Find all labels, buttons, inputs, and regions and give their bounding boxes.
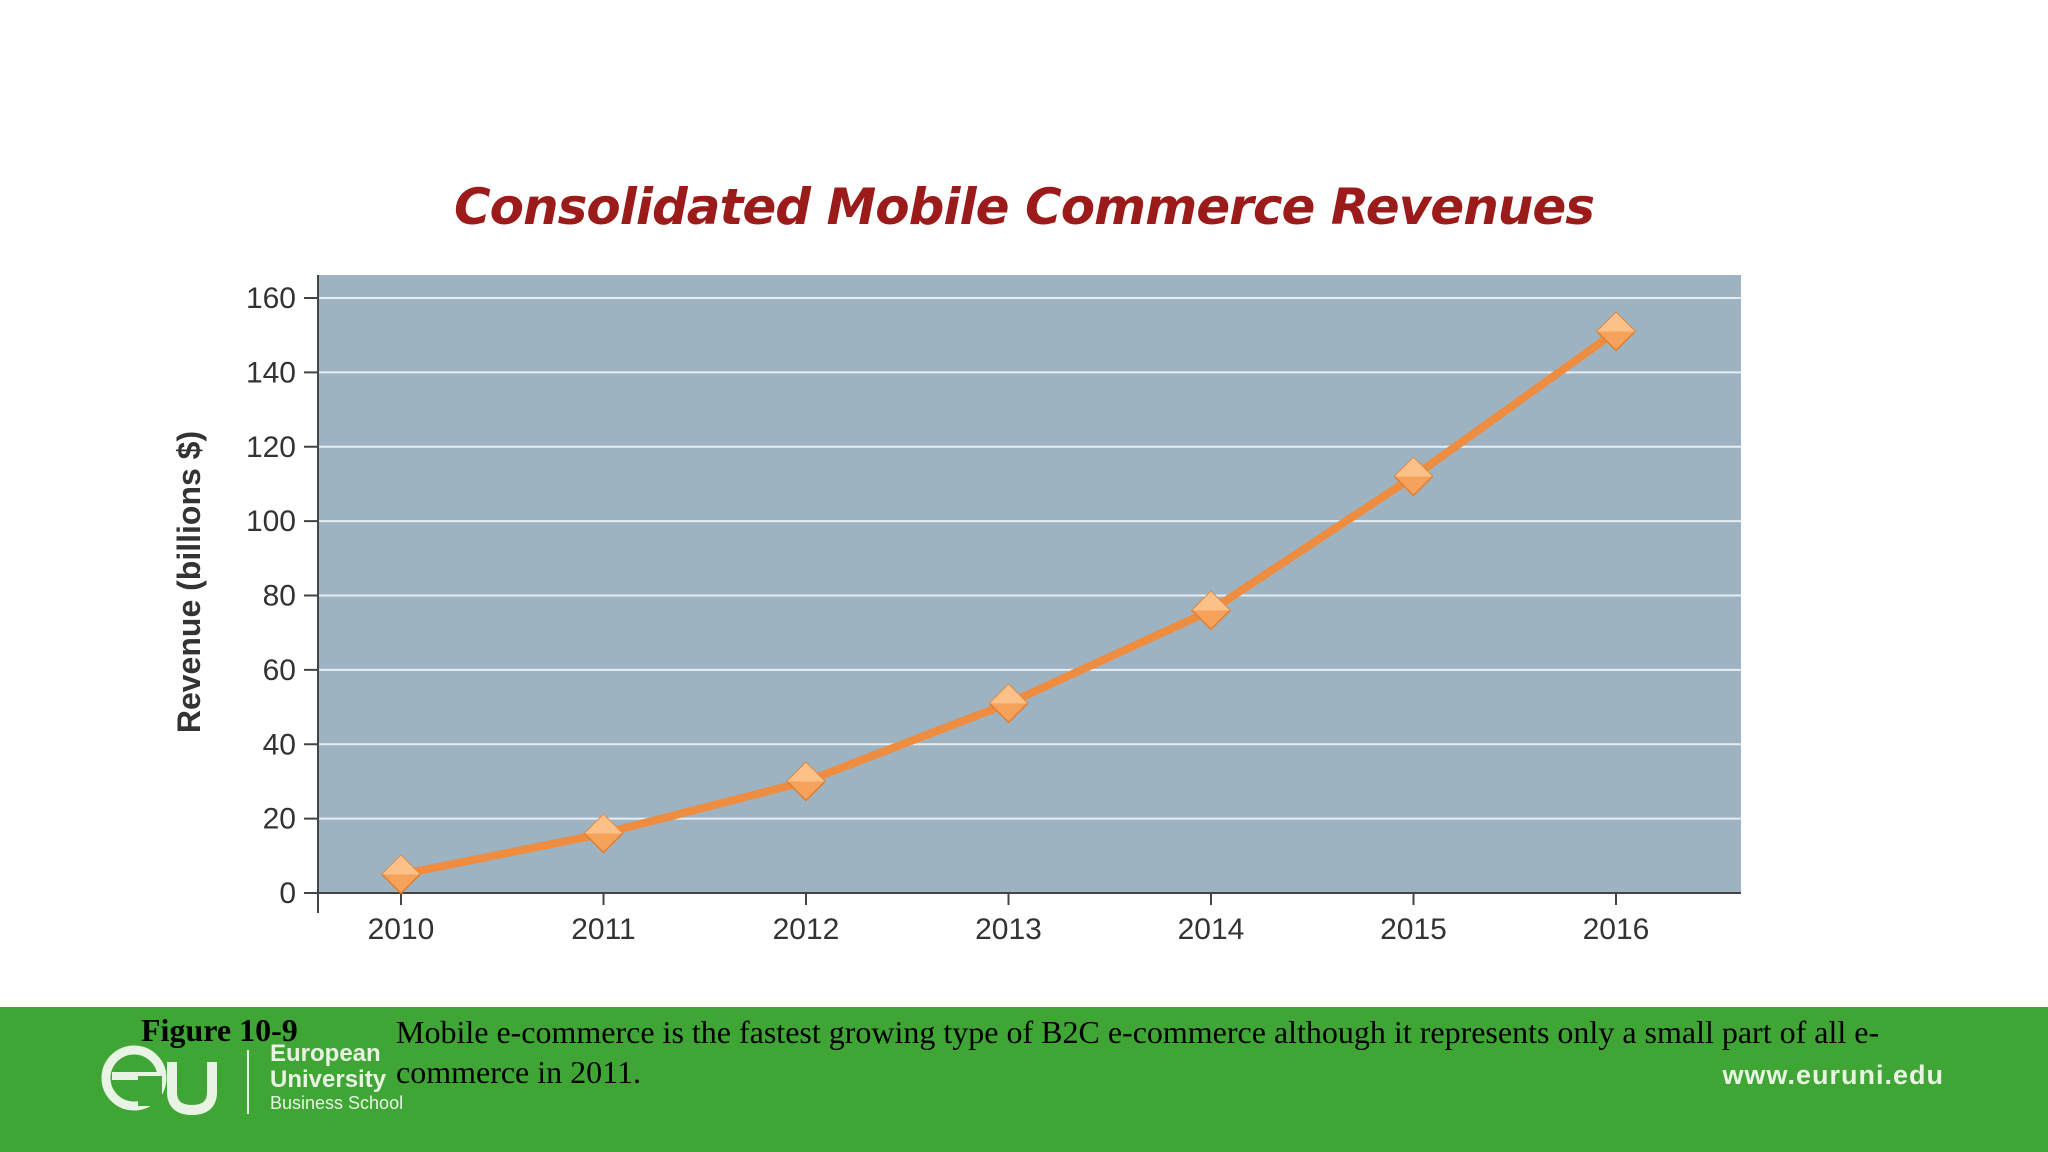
x-tick-label: 2013 <box>975 913 1042 946</box>
brand-name-line3: Business School <box>270 1093 404 1113</box>
x-tick-label: 2012 <box>773 913 840 946</box>
data-point-marker <box>1595 311 1637 352</box>
y-tick-label: 20 <box>263 803 296 836</box>
data-point-marker <box>583 813 624 854</box>
y-tick-label: 100 <box>246 505 296 538</box>
data-point-marker <box>380 854 422 895</box>
data-point-marker <box>1393 456 1434 497</box>
marker-highlight <box>584 814 623 834</box>
brand-name-line2: University <box>270 1066 387 1093</box>
marker-highlight <box>382 855 420 875</box>
marker-highlight <box>989 684 1028 704</box>
marker-highlight <box>1597 312 1635 332</box>
y-tick-label: 160 <box>246 282 296 315</box>
x-tick-label: 2016 <box>1583 913 1650 946</box>
y-tick-label: 120 <box>246 431 296 464</box>
figure-caption: Mobile e-commerce is the fastest growing… <box>396 1014 1880 1090</box>
y-tick-label: 0 <box>279 877 296 910</box>
plot-background <box>318 275 1741 893</box>
marker-highlight <box>1192 591 1230 611</box>
website-url[interactable]: www.euruni.edu <box>1722 1060 1944 1090</box>
brand-name-line1: European <box>270 1040 381 1067</box>
footer-bar <box>0 1007 2048 1152</box>
marker-highlight <box>1394 457 1433 477</box>
eu-logo-icon <box>101 1045 249 1116</box>
x-tick-label: 2010 <box>368 913 435 946</box>
y-tick-label: 60 <box>263 654 296 687</box>
marker-highlight <box>787 762 825 782</box>
y-axis-label: Revenue (billions $) <box>171 431 207 733</box>
figure-label: Figure 10-9 <box>141 1012 298 1048</box>
x-tick-label: 2014 <box>1178 913 1245 946</box>
data-point-marker <box>988 683 1029 724</box>
y-tick-label: 80 <box>263 580 296 613</box>
slide-title: Consolidated Mobile Commerce Revenues <box>453 178 1595 236</box>
x-tick-label: 2015 <box>1380 913 1447 946</box>
data-point-marker <box>1190 590 1232 631</box>
y-tick-label: 140 <box>246 356 296 389</box>
revenue-line-chart: 0 20 40 60 80 100 120 140 160 2010 2011 2012 2013 201… <box>171 275 1741 946</box>
y-tick-label: 40 <box>263 728 296 761</box>
x-tick-label: 2011 <box>571 913 636 946</box>
data-point-marker <box>785 761 827 802</box>
